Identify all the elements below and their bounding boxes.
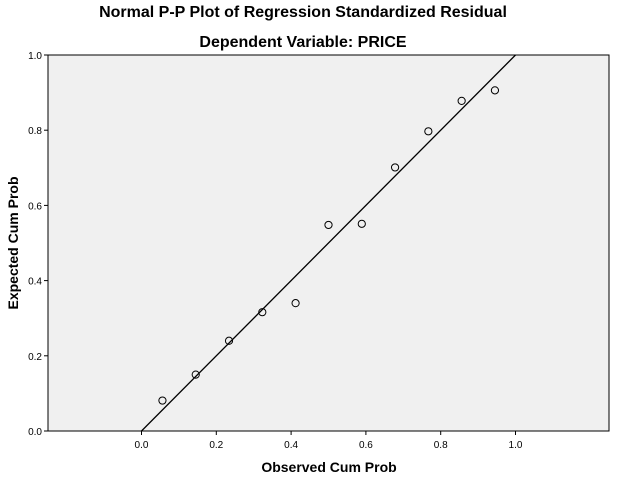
x-tick-label: 0.6 [359, 440, 373, 451]
y-tick-label: 0.4 [28, 277, 42, 288]
x-tick-label: 0.2 [209, 440, 223, 451]
y-axis-ticks: 0.0 0.2 0.4 0.6 0.8 1.0 [28, 51, 48, 438]
x-tick-label: 0.0 [135, 440, 149, 451]
y-tick-label: 0.8 [28, 126, 42, 137]
data-point [224, 336, 234, 345]
data-point [158, 396, 167, 405]
data-point [291, 299, 300, 308]
chart-subtitle: Dependent Variable: PRICE [199, 34, 406, 51]
points-layer [158, 86, 500, 405]
x-tick-label: 0.8 [434, 440, 448, 451]
y-axis-label: Expected Cum Prob [5, 176, 21, 309]
data-point [258, 308, 267, 317]
data-point [390, 163, 400, 172]
x-axis-label: Observed Cum Prob [261, 459, 396, 475]
x-tick-label: 0.4 [284, 440, 298, 451]
y-tick-label: 0.2 [28, 352, 42, 363]
data-point [324, 220, 333, 230]
y-tick-label: 1.0 [28, 51, 42, 62]
data-point [191, 370, 200, 379]
chart-title: Normal P-P Plot of Regression Standardiz… [99, 4, 507, 21]
data-point [357, 219, 366, 228]
data-point [457, 96, 466, 105]
data-point [424, 127, 433, 136]
y-tick-label: 0.0 [28, 427, 42, 438]
y-tick-label: 0.6 [28, 201, 42, 212]
x-tick-label: 1.0 [509, 440, 523, 451]
x-axis-ticks: 0.0 0.2 0.4 0.6 0.8 1.0 [135, 431, 523, 451]
reference-line [141, 55, 516, 431]
data-point [490, 86, 500, 95]
reference-line-layer [141, 55, 516, 431]
